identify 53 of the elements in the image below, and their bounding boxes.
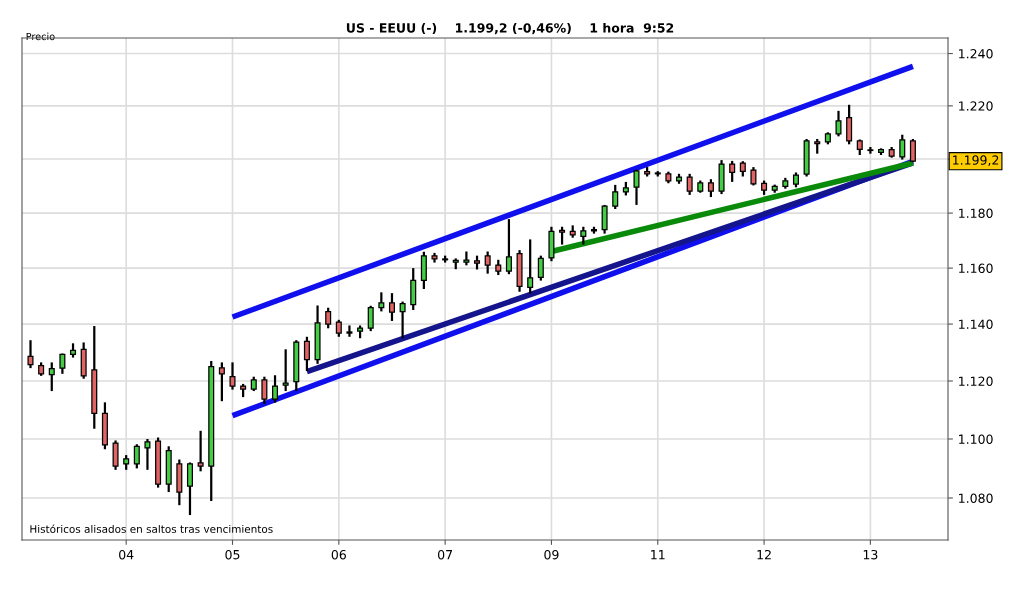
candlestick [633,168,640,207]
candlestick [686,172,693,196]
candlestick [197,429,204,473]
candlestick [612,183,619,211]
candlestick [729,159,736,184]
candlestick [186,461,193,517]
candlestick [846,103,853,146]
text: 1.199,2 [953,155,999,167]
candlestick [144,437,151,471]
y-tick-label: 1.220 [959,101,993,111]
candlestick [27,339,34,370]
x-tick-label: 05 [225,549,240,560]
candlestick [367,304,374,333]
x-tick-label: 12 [757,549,771,560]
candlestick [399,300,406,340]
candlestick [835,109,842,138]
candlestick [218,361,225,403]
candlestick [229,361,236,391]
candlestick [388,292,395,323]
candlestick [484,250,491,275]
candlestick [867,145,874,155]
candlestick [112,439,119,471]
candlestick [537,254,544,282]
candlestick [527,238,534,295]
x-tick-label: 13 [863,549,878,560]
candlestick [282,348,289,393]
y-tick-label: 1.240 [959,49,993,59]
x-tick-label: 09 [544,549,559,560]
candlestick [378,291,385,313]
y-axis-title: Precio [26,32,55,41]
candlestick [272,374,279,404]
y-tick-label: 1.080 [959,493,993,503]
x-tick-label: 11 [651,550,665,560]
y-tick-label: 1.180 [959,208,993,219]
y-tick-label: 1.140 [959,319,993,329]
candlestick [505,218,512,276]
x-tick-label: 07 [438,549,453,560]
y-tick-label: 1.100 [959,434,993,444]
y-tick-label: 1.160 [959,263,993,274]
candlestick [346,324,353,338]
candlestick [601,203,608,235]
candlestick [750,165,757,187]
y-tick-label: 1.120 [959,376,993,386]
x-tick-label: 06 [331,549,346,560]
x-tick-label: 04 [119,549,134,560]
candlestick [133,443,140,470]
annotation: Históricos alisados en saltos tras vencimientos [30,524,273,533]
candlestick [899,133,906,161]
chart-title: US - EEUU (-) 1.199,2 (-0,46%) 1 hora 9:52 [346,22,674,35]
candlestick [303,335,310,373]
candlestick [325,306,332,330]
candlestick [48,361,55,393]
candlestick [261,375,268,406]
